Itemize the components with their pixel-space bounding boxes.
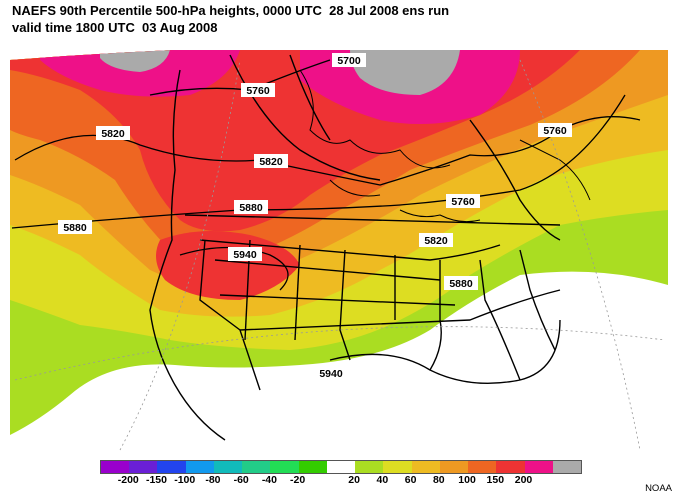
coastlines: [299, 69, 591, 223]
contour-label-text: 5940: [319, 368, 343, 380]
credit-label: NOAA: [645, 483, 672, 494]
contour-label-text: 5760: [451, 196, 475, 208]
legend-tick-label: -60: [233, 474, 249, 486]
contour-label-text: 5820: [259, 156, 283, 168]
contour-label-5880: 5880: [234, 200, 268, 214]
contour-label-text: 5880: [63, 222, 87, 234]
political-boundaries: [149, 54, 561, 441]
contour-label-text: 5880: [449, 278, 473, 290]
color-legend-bar: [100, 460, 582, 474]
legend-tick-label: -100: [174, 474, 196, 486]
contour-label-5820: 5820: [96, 126, 130, 140]
contour-label-5760: 5760: [446, 194, 480, 208]
legend-swatch: [101, 461, 130, 473]
contour-label-text: 5760: [246, 85, 270, 97]
contour-label-5820: 5820: [419, 233, 453, 247]
legend-swatch: [270, 461, 299, 473]
legend-swatch: [129, 461, 158, 473]
legend-tick-label: -200: [117, 474, 139, 486]
graticule: [14, 59, 666, 451]
contour-label-5940: 5940: [314, 366, 348, 380]
legend-swatch: [411, 461, 440, 473]
legend-tick-label: 200: [514, 474, 533, 486]
contour-label-5880: 5880: [58, 220, 92, 234]
legend-tick-label: 40: [376, 474, 389, 486]
legend-tick-label: 60: [404, 474, 417, 486]
legend-swatch: [468, 461, 497, 473]
legend-swatch: [242, 461, 271, 473]
color-legend-ticks: -200 -150 -100 -80 -60 -40 -20 20 40 60 80 100 150 20…: [100, 474, 580, 488]
shaded-anomaly-fields: [10, 43, 668, 454]
contour-label-text: 5760: [543, 125, 567, 137]
legend-swatch: [213, 461, 243, 473]
contour-label-5820: 5820: [254, 154, 288, 168]
map-title-line-1: NAEFS 90th Percentile 500-hPa heights, 0…: [12, 3, 450, 18]
contour-label-text: 5820: [101, 128, 125, 140]
legend-tick-label: 150: [486, 474, 505, 486]
legend-swatch: [326, 461, 356, 473]
legend-tick-label: 100: [458, 474, 476, 486]
legend-tick-label: -80: [205, 474, 221, 486]
legend-swatch: [524, 461, 553, 473]
legend-swatch: [439, 461, 469, 473]
contour-label-5760: 5760: [538, 123, 572, 137]
legend-tick-label: -20: [290, 474, 306, 486]
contour-label-5880: 5880: [444, 276, 478, 290]
legend-tick-label: -150: [145, 474, 167, 486]
map-title-line-2: valid time 1800 UTC 03 Aug 2008: [12, 20, 218, 35]
legend-swatch: [157, 461, 186, 473]
contour-label-text: 5880: [239, 202, 263, 214]
contour-label-5760: 5760: [241, 83, 275, 97]
contour-label-5700: 5700: [332, 53, 366, 67]
contour-label-text: 5940: [233, 249, 257, 261]
legend-swatch: [355, 461, 384, 473]
contour-label-5940: 5940: [228, 247, 262, 261]
contour-label-text: 5700: [337, 55, 361, 67]
contour-label-text: 5820: [424, 235, 448, 247]
contour-labels: 5700 5760 5760 5760 5820 5820 5820 5880: [58, 53, 572, 380]
legend-swatch: [383, 461, 412, 473]
legend-tick-label: 80: [432, 474, 445, 486]
legend-swatch: [552, 461, 581, 473]
legend-swatch: [298, 461, 327, 473]
legend-tick-label: 20: [348, 474, 360, 486]
legend-tick-label: -40: [261, 474, 277, 486]
legend-swatch: [496, 461, 525, 473]
legend-swatch: [185, 461, 214, 473]
